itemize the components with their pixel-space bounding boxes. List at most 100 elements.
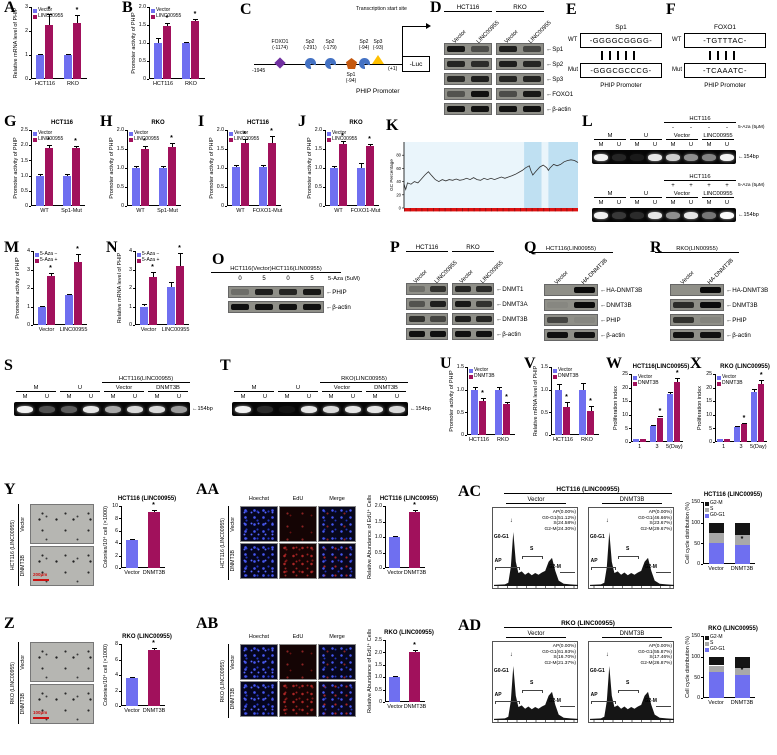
error-cap [38, 53, 43, 55]
band-label: ←PHIP [600, 317, 621, 324]
sp2-site-icon [305, 58, 316, 69]
blot-band [470, 76, 490, 82]
legend-item: LINC00955 [129, 137, 159, 142]
panel-F-letter: F [666, 1, 676, 18]
panel-AC: AC HCT116 (LINC00955) Vector AP(0.00%) G0-G… [458, 484, 776, 614]
band-label: ←β-actin [496, 331, 521, 338]
y-tick [125, 149, 127, 150]
error-cap [588, 405, 594, 407]
sig-star: * [368, 136, 371, 144]
flow-stat-line: G2-M(21.37%) [544, 660, 576, 666]
blot-band [446, 46, 466, 52]
blot-band [475, 301, 492, 307]
y-tick-label: 0 [545, 432, 548, 439]
error-cap [151, 647, 157, 649]
legend-label: Vector [332, 130, 347, 136]
aza-mark: + [707, 183, 711, 189]
y-tick [119, 690, 121, 692]
y-tick [133, 251, 135, 252]
bar [657, 417, 663, 442]
x-cat-label: HCT116 [468, 437, 490, 443]
size-marker: ←154bp [192, 406, 213, 412]
gel-strip [592, 150, 736, 164]
error-bar [162, 165, 164, 168]
gate-label-ap: AP [590, 691, 598, 698]
gel-lane-label: M [634, 142, 640, 148]
panel-R: R RKO(LIN00955) Vector HA-DNMT3B ←HA-DNMT3B… [650, 240, 776, 360]
y-axis-label: Proliferation index [613, 385, 619, 431]
legend-item: DNMT3B [469, 374, 495, 379]
y-tick [701, 656, 703, 658]
y-tick-label: 1.5 [314, 146, 322, 153]
gel-lane-label: U [688, 142, 694, 148]
error-bar [342, 141, 344, 145]
y-tick-label: 50 [694, 540, 700, 547]
row-label: DNMT3B [230, 681, 236, 717]
x-cat-label: WT [136, 208, 145, 214]
y-tick [323, 168, 325, 169]
y-tick [465, 435, 467, 436]
legend-label: S [710, 640, 714, 646]
y-axis-label: Cell cycle distribution (%) [685, 502, 691, 564]
blot-band [429, 301, 446, 307]
x-cat-label: WT [334, 208, 343, 214]
gate-label-g0: G0-G1 [493, 533, 509, 540]
promoter-label: PHIP Promoter [704, 82, 746, 89]
bar [723, 438, 730, 442]
error-bar [558, 384, 560, 390]
blot-band [522, 91, 542, 97]
bar [758, 383, 765, 442]
micrograph [318, 644, 356, 680]
lane-label: LINC00955 [527, 20, 553, 45]
error-bar [171, 142, 173, 148]
legend-swatch [35, 252, 39, 257]
y-tick [383, 689, 385, 691]
legend-item: 5-Aza − [35, 252, 57, 257]
legend-swatch [469, 374, 473, 379]
row-label-text: DNMT3B [230, 550, 236, 572]
x-cat-label: LINC00955 [161, 327, 190, 333]
error-bar [498, 387, 500, 390]
y-tick [701, 543, 703, 545]
plot-frame [121, 644, 165, 706]
y-tick [323, 130, 325, 131]
gel-lane-label: U [176, 394, 182, 400]
stack-segment [734, 656, 750, 668]
legend-item: LINC00955 [33, 14, 63, 19]
lane-label: 0 [238, 276, 242, 282]
micrograph [318, 506, 356, 542]
row-label: DNMT3B [230, 543, 236, 579]
y-tick [29, 7, 31, 8]
y-tick-label: 0 [129, 322, 132, 329]
error-bar [582, 382, 584, 390]
panel-C-diagram: -1945 FOXO1 (-1174) Sp2 (-291) Sp2 (-179) Sp1 (-… [252, 6, 432, 110]
legend-label: Vector [38, 130, 53, 136]
legend-item: LINC00955 [327, 137, 357, 142]
lane-label: LINC00955 [479, 260, 505, 285]
gate-label-ap: AP [494, 557, 502, 564]
sig-star: * [658, 407, 662, 415]
legend-item: Vector [717, 375, 736, 380]
gel-group-label: M [234, 385, 274, 392]
site-label: Sp1 [615, 24, 627, 31]
panel-T-letter: T [220, 357, 231, 374]
aza-mark: - [726, 125, 728, 131]
site-name-label: Sp1 (-94) [345, 72, 357, 84]
y-tick [147, 25, 149, 26]
y-tick-label: 25 [706, 371, 712, 378]
gate-label-g2: G2-M [644, 564, 657, 570]
y-tick [701, 522, 703, 524]
gel-lane-label: M [598, 200, 604, 206]
site-name-label: Sp2 (-94) [358, 39, 370, 51]
y-tick-label: 8 [115, 515, 118, 522]
bar [182, 43, 190, 79]
gate-label-ap: AP [494, 691, 502, 698]
flow-histogram-svg [494, 532, 578, 588]
stack-segment [734, 534, 750, 545]
legend-item: S [705, 641, 713, 646]
error-cap [142, 146, 148, 148]
y-tick [29, 175, 31, 177]
panel-AA-letter: AA [196, 481, 220, 498]
y-tick-label: 2.5 [20, 127, 28, 134]
error-cap [260, 165, 266, 167]
